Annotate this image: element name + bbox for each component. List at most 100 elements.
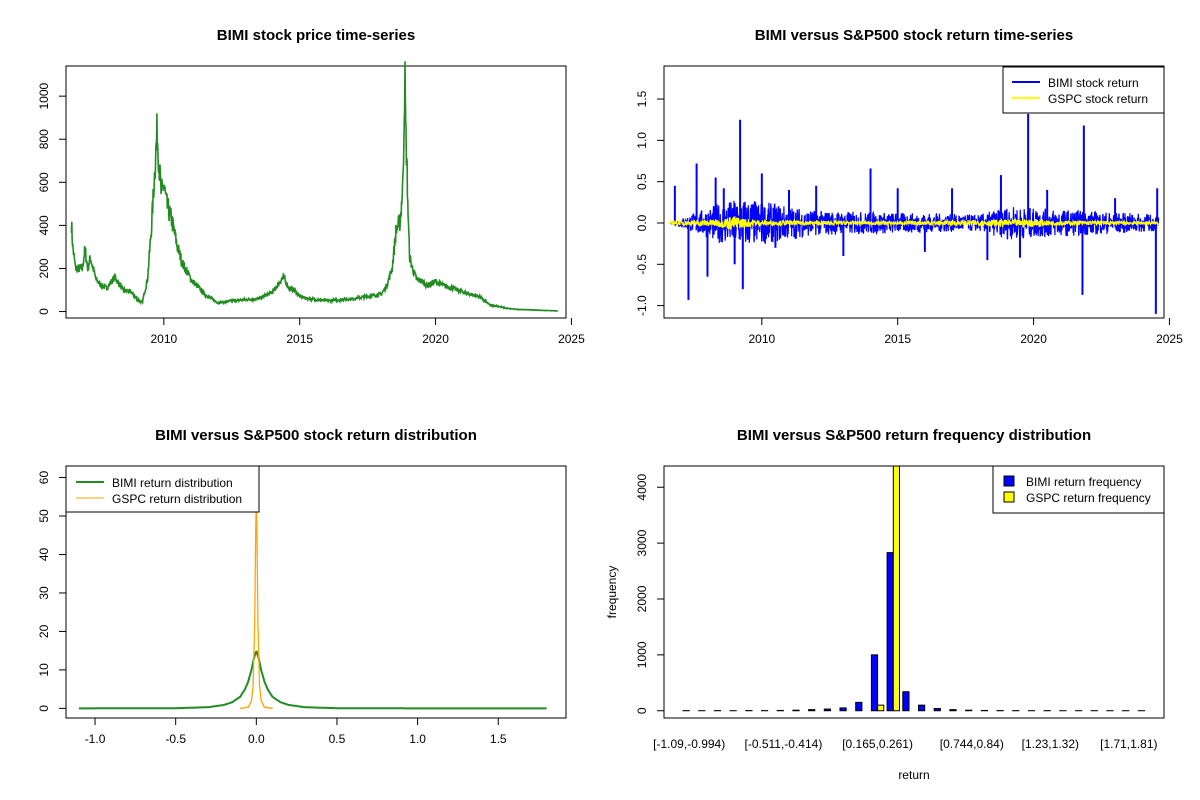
y-tick-label: 0	[37, 308, 51, 315]
legend-label: GSPC stock return	[1048, 92, 1148, 106]
bimi-bar	[839, 707, 847, 712]
x-tick-label: [1.71,1.81)	[1100, 737, 1157, 751]
plot-frame	[65, 65, 567, 319]
x-tick-label: 2025	[1156, 332, 1183, 346]
density-series	[78, 492, 547, 710]
y-tick-label: 4000	[635, 474, 649, 501]
bimi-bar	[933, 708, 941, 712]
gspc-bar	[892, 465, 900, 712]
x-tick-label: 2020	[1020, 332, 1047, 346]
x-tick-label: [-0.511,-0.414)	[744, 737, 822, 751]
x-tick-label: 1.5	[490, 732, 507, 746]
y-tick-label: 60	[37, 471, 51, 485]
legend: BIMI return distribution GSPC return dis…	[65, 465, 260, 513]
panel-return-density: BIMI versus S&P500 stock return distribu…	[37, 427, 567, 746]
x-tick-label: [-1.09,-0.994)	[653, 737, 725, 751]
x-tick-label: 2015	[286, 332, 313, 346]
price-series	[70, 61, 558, 312]
legend-label: GSPC return distribution	[112, 492, 242, 506]
legend-swatch-bimi	[1003, 475, 1015, 487]
x-tick-label: 2015	[884, 332, 911, 346]
y-tick-label: 10	[37, 663, 51, 677]
y-tick-label: -0.5	[635, 254, 649, 275]
bimi-bar	[886, 552, 894, 712]
y-tick-label: 0	[635, 707, 649, 714]
legend-label: GSPC return frequency	[1026, 491, 1151, 505]
y-tick-label: 40	[37, 547, 51, 561]
x-tick-label: 0.5	[329, 732, 346, 746]
y-axis: 0 200 400 600 800 1000	[37, 82, 66, 315]
x-axis-label: return	[898, 768, 929, 782]
legend: BIMI return frequency GSPC return freque…	[992, 465, 1165, 514]
bimi-bar	[965, 709, 973, 712]
y-tick-label: 400	[37, 215, 51, 235]
y-tick-label: -1.0	[635, 295, 649, 316]
y-tick-label: 30	[37, 586, 51, 600]
legend-box	[1002, 66, 1165, 114]
plot-frame	[663, 65, 1165, 319]
x-tick-label: [0.165,0.261)	[842, 737, 913, 751]
legend-label: BIMI return distribution	[112, 476, 233, 490]
x-tick-label: [0.744,0.84)	[940, 737, 1004, 751]
x-tick-label: 2010	[150, 332, 177, 346]
panel-return-histogram: BIMI versus S&P500 return frequency dist…	[605, 427, 1165, 782]
y-tick-label: 0	[37, 705, 51, 712]
plot-frame	[65, 465, 567, 719]
y-axis: 0 1000 2000 3000 4000	[635, 474, 664, 714]
y-tick-label: 20	[37, 624, 51, 638]
plot-frame	[663, 465, 1165, 719]
bimi-bar	[855, 701, 863, 712]
y-tick-label: 50	[37, 509, 51, 523]
bimi-density-line	[78, 650, 547, 710]
y-tick-label: 1.0	[635, 132, 649, 149]
legend-label: BIMI stock return	[1048, 76, 1139, 90]
panel-return-timeseries: BIMI versus S&P500 stock return time-ser…	[635, 27, 1183, 346]
chart-title: BIMI versus S&P500 stock return time-ser…	[755, 27, 1073, 44]
y-tick-label: 2000	[635, 585, 649, 612]
bimi-bar	[949, 709, 957, 712]
return-series	[668, 113, 1160, 314]
x-axis: [-1.09,-0.994) [-0.511,-0.414) [0.165,0.26…	[653, 737, 1157, 751]
x-axis: 2010 2015 2020 2025	[748, 318, 1183, 346]
x-tick-label: -0.5	[165, 732, 186, 746]
y-tick-label: 200	[37, 258, 51, 278]
bimi-bar	[870, 654, 879, 712]
x-tick-label: -1.0	[85, 732, 106, 746]
gspc-return-line	[668, 215, 1160, 231]
chart-title: BIMI versus S&P500 stock return distribu…	[155, 427, 477, 444]
y-tick-label: 3000	[635, 529, 649, 556]
x-axis: -1.0 -0.5 0.0 0.5 1.0 1.5	[85, 718, 507, 746]
gspc-bar	[877, 704, 885, 712]
legend-box	[992, 465, 1165, 514]
legend: BIMI stock return GSPC stock return	[1002, 66, 1165, 114]
histogram-bars	[682, 465, 1146, 712]
x-tick-label: 2010	[748, 332, 775, 346]
legend-label: BIMI return frequency	[1026, 475, 1141, 489]
bimi-bar	[792, 709, 800, 712]
chart-title: BIMI versus S&P500 return frequency dist…	[737, 427, 1091, 444]
gspc-density-line	[239, 492, 273, 710]
y-tick-label: 800	[37, 129, 51, 149]
y-axis: -1.0 -0.5 0.0 0.5 1.0 1.5	[635, 90, 664, 316]
y-tick-label: 0.5	[635, 173, 649, 190]
legend-box	[65, 465, 260, 513]
y-tick-label: 1000	[37, 82, 51, 109]
panel-stock-price: BIMI stock price time-series 2010 2015 202…	[37, 27, 585, 346]
x-tick-label: 2025	[558, 332, 585, 346]
legend-swatch-gspc	[1003, 491, 1015, 503]
x-tick-label: 1.0	[409, 732, 426, 746]
y-axis-label: frequency	[605, 566, 619, 619]
y-axis: 0 10 20 30 40 50 60	[37, 471, 66, 712]
y-tick-label: 600	[37, 172, 51, 192]
bimi-bar	[902, 691, 910, 712]
bimi-bar	[918, 704, 926, 712]
y-tick-label: 0.0	[635, 214, 649, 231]
chart-title: BIMI stock price time-series	[217, 27, 415, 44]
x-tick-label: [1.23,1.32)	[1022, 737, 1079, 751]
x-tick-label: 2020	[422, 332, 449, 346]
bimi-bar	[808, 709, 816, 712]
x-axis: 2010 2015 2020 2025	[150, 318, 585, 346]
y-tick-label: 1000	[635, 641, 649, 668]
